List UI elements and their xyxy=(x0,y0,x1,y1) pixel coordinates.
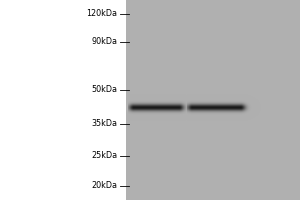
Text: 50kDa: 50kDa xyxy=(91,85,117,94)
Text: 20kDa: 20kDa xyxy=(91,182,117,190)
Text: 90kDa: 90kDa xyxy=(91,38,117,46)
Text: 35kDa: 35kDa xyxy=(91,119,117,129)
Text: 120kDa: 120kDa xyxy=(86,9,117,19)
Text: 25kDa: 25kDa xyxy=(91,152,117,160)
